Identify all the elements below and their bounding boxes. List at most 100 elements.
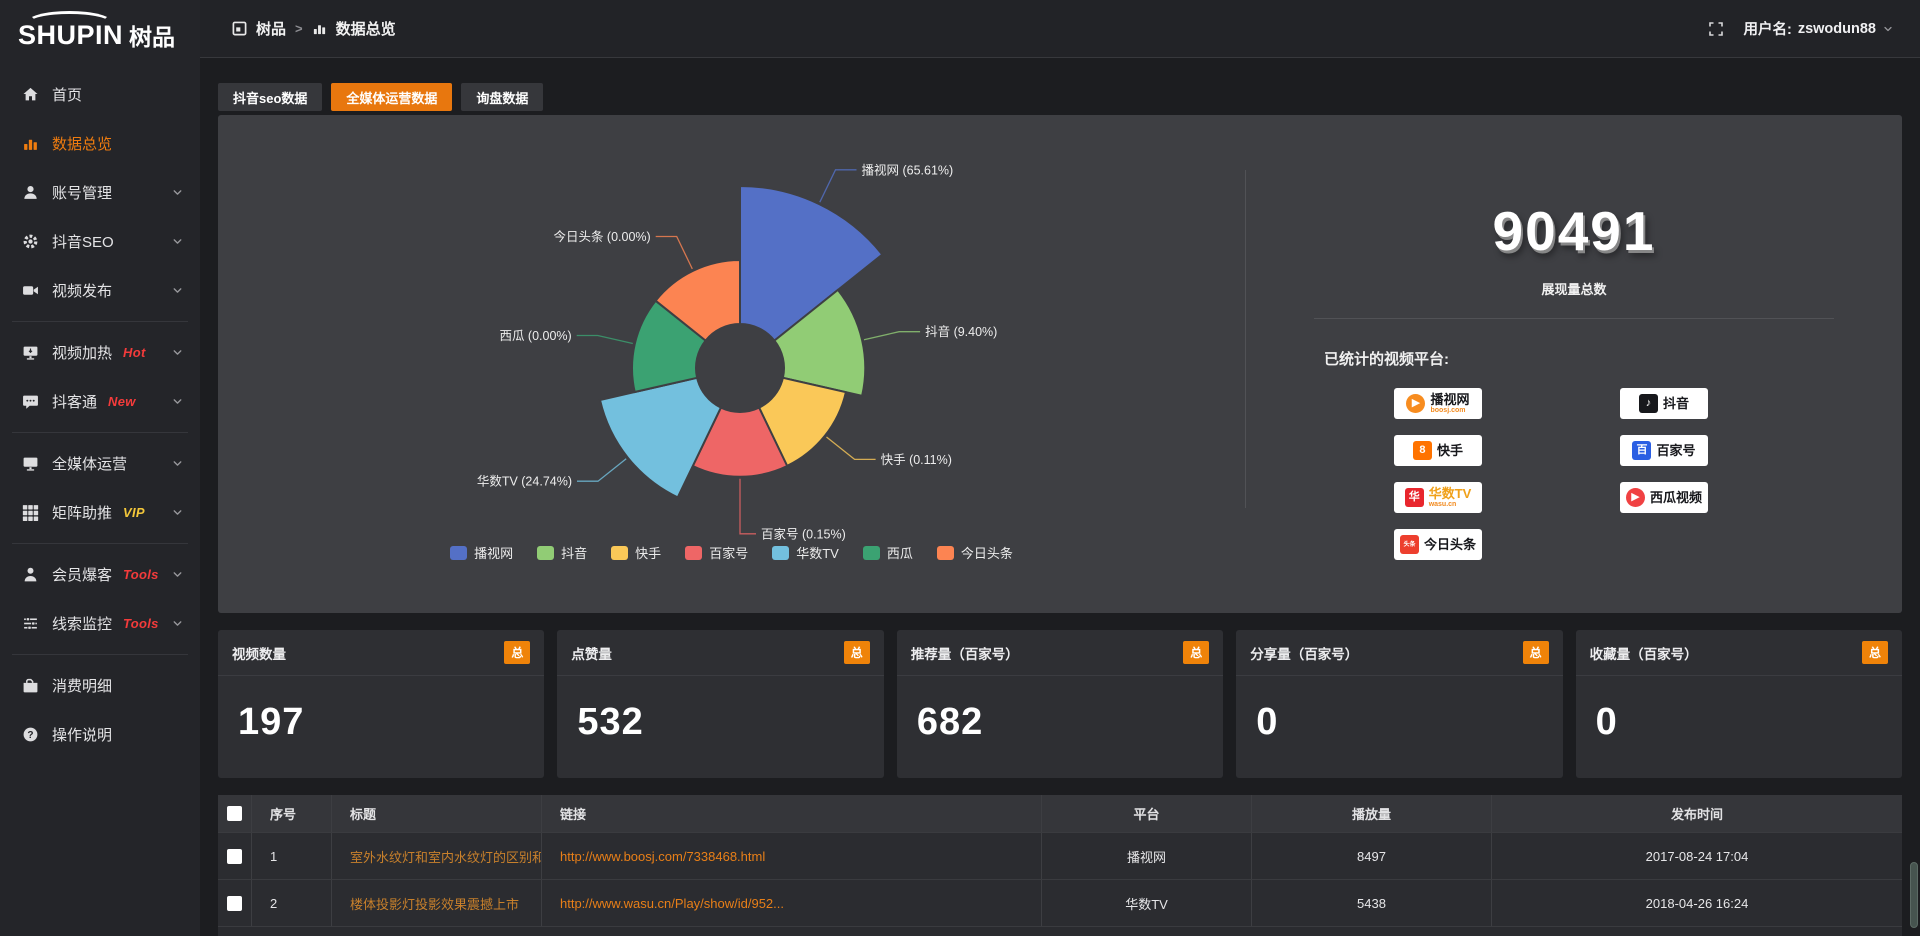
pie-label-line-3 <box>739 478 756 535</box>
sidebar-item-label: 视频加热 <box>52 345 113 362</box>
video-url-link[interactable]: http://www.wasu.cn/Play/show/id/952... <box>560 895 784 911</box>
legend-item-4[interactable]: 华数TV <box>772 543 839 562</box>
stat-card-value: 197 <box>238 701 305 743</box>
legend-swatch <box>450 545 468 560</box>
breadcrumb-item-current: 数据总览 <box>335 21 396 38</box>
chevron-down-icon <box>171 506 184 519</box>
legend-item-6[interactable]: 今日头条 <box>936 543 1013 562</box>
stat-cards-row: 视频数量总 197 点赞量总 532 推荐量（百家号）总 682 分享量（百家号）总 0 收藏量… <box>218 630 1903 778</box>
main-content: 抖音seo数据 全媒体运营数据 询盘数据 播视网 (65.61%) 抖音 (9.40%… <box>200 58 1920 936</box>
video-icon <box>22 282 39 299</box>
video-url-link[interactable]: http://www.boosj.com/7338468.html <box>560 848 766 864</box>
sidebar-divider <box>12 654 188 655</box>
stat-card-1: 点赞量 总 532 <box>557 630 884 778</box>
table-body: 1 室外水纹灯和室内水纹灯的区别和简介 http://www.boosj.com/7… <box>218 833 1902 927</box>
stat-card-title: 视频数量 <box>232 646 286 662</box>
sidebar-item-video-publish[interactable]: 视频发布 <box>0 266 200 315</box>
sidebar-item-omni-media[interactable]: 全媒体运营 <box>0 439 200 488</box>
platform-logo-4: 华华数TV wasu.cn <box>1394 482 1482 513</box>
sidebar-item-member-burst[interactable]: 会员爆客 Tools <box>0 550 200 599</box>
stat-card-title: 分享量（百家号） <box>1250 646 1359 662</box>
sidebar-item-douyin-seo[interactable]: 抖音SEO <box>0 217 200 266</box>
legend-item-1[interactable]: 抖音 <box>537 543 587 562</box>
sidebar: SHUPIN 树品 首页 数据总览账号管理抖音SEO 视频发布视频加热 Hot 抖客通 N… <box>0 0 200 936</box>
sidebar-item-home[interactable]: 首页 <box>0 70 200 119</box>
platform-name: 西瓜视频 <box>1649 489 1702 505</box>
sidebar-item-badge: Tools <box>123 567 159 582</box>
chart-panel: 播视网 (65.61%) 抖音 (9.40%) 快手 (0.11%) 百家号 (0.1… <box>218 115 1902 613</box>
header-cell-plays: 播放量 <box>1252 795 1492 832</box>
breadcrumb-item-root[interactable]: 树品 <box>256 21 287 38</box>
sidebar-item-douke-tong[interactable]: 抖客通 New <box>0 377 200 426</box>
tab-omni-media-data[interactable]: 全媒体运营数据 <box>331 83 453 111</box>
tab-douyin-seo-data[interactable]: 抖音seo数据 <box>218 83 323 111</box>
row-checkbox[interactable] <box>227 895 242 911</box>
fullscreen-icon[interactable] <box>1708 21 1724 37</box>
username: zswodun88 <box>1797 20 1876 37</box>
legend-item-0[interactable]: 播视网 <box>450 543 513 562</box>
pie-slice-0[interactable] <box>739 184 884 343</box>
stat-card-title: 推荐量（百家号） <box>910 646 1019 662</box>
row-checkbox[interactable] <box>227 848 242 864</box>
sidebar-divider <box>12 432 188 433</box>
sidebar-item-label: 账号管理 <box>52 185 113 202</box>
sidebar-item-lead-monitor[interactable]: 线索监控 Tools <box>0 599 200 648</box>
select-all-checkbox[interactable] <box>227 806 242 821</box>
page-scrollbar-thumb[interactable] <box>1910 862 1918 928</box>
pie-slice-4[interactable] <box>598 376 723 499</box>
tab-inquiry-data[interactable]: 询盘数据 <box>461 83 544 111</box>
pie-label-line-1 <box>863 331 921 341</box>
platform-icon: 头条 <box>1399 535 1419 554</box>
table-row-1: 2 楼体投影灯投影效果震撼上市 http://www.wasu.cn/Play/sh… <box>218 880 1902 927</box>
pie-slice-1[interactable] <box>772 288 867 398</box>
video-title-link[interactable]: 室外水纹灯和室内水纹灯的区别和简介 <box>350 849 541 865</box>
legend-item-3[interactable]: 百家号 <box>685 543 748 562</box>
chevron-down-icon <box>171 284 184 297</box>
app-logo[interactable]: SHUPIN 树品 <box>0 0 200 57</box>
sidebar-divider <box>12 321 188 322</box>
sidebar-item-video-heat[interactable]: 视频加热 Hot <box>0 328 200 377</box>
pie-slice-6[interactable] <box>654 258 741 343</box>
platform-name: 播视网 <box>1430 391 1470 407</box>
gear-icon <box>22 233 39 250</box>
sidebar-item-expense-detail[interactable]: 消费明细 <box>0 661 200 710</box>
sidebar-item-badge: VIP <box>123 505 145 520</box>
platform-icon: 8 <box>1412 441 1432 460</box>
sidebar-menu: 首页 数据总览账号管理抖音SEO 视频发布视频加热 Hot 抖客通 New 全媒体运营 矩阵助… <box>0 57 200 759</box>
video-title-link[interactable]: 楼体投影灯投影效果震撼上市 <box>350 896 520 912</box>
legend-label: 西瓜 <box>886 546 913 561</box>
sidebar-item-account-manage[interactable]: 账号管理 <box>0 168 200 217</box>
logo-text-cn: 树品 <box>129 24 176 50</box>
pie-label-6: 今日头条 (0.00%) <box>553 229 650 244</box>
platform-icon: ▶ <box>1625 488 1645 507</box>
table-row-0: 1 室外水纹灯和室内水纹灯的区别和简介 http://www.boosj.com/7… <box>218 833 1902 880</box>
data-tabs: 抖音seo数据 全媒体运营数据 询盘数据 <box>218 83 544 111</box>
summary-section: 90491 展现量总数 已统计的视频平台: ▶ 播视网 boosj.com ♪ 抖音 8 快… <box>1246 115 1902 613</box>
pie-label-0: 播视网 (65.61%) <box>862 162 954 177</box>
grid-icon <box>22 504 39 521</box>
pie-label-2: 快手 (0.11%) <box>881 453 952 467</box>
legend-item-5[interactable]: 西瓜 <box>862 543 913 562</box>
cell-published: 2018-04-26 16:24 <box>1645 895 1749 911</box>
sidebar-item-instructions[interactable]: ? 操作说明 <box>0 710 200 759</box>
chart-legend: 播视网 抖音 快手 百家号 华数TV 西瓜 今日头条 <box>218 543 1245 562</box>
legend-label: 华数TV <box>796 546 839 561</box>
member-icon <box>22 566 39 583</box>
breadcrumb: 树品 > 数据总览 <box>232 18 396 39</box>
sidebar-item-data-overview[interactable]: 数据总览 <box>0 119 200 168</box>
app-mark-icon <box>232 21 247 36</box>
legend-item-2[interactable]: 快手 <box>611 543 661 562</box>
chart-icon <box>312 21 327 36</box>
stat-card-value: 0 <box>1595 701 1618 743</box>
total-badge: 总 <box>504 641 531 664</box>
sidebar-item-badge: New <box>108 394 136 409</box>
platform-logo-1: ♪ 抖音 <box>1620 388 1708 419</box>
pie-label-4: 华数TV (24.74%) <box>477 474 572 489</box>
cell-platform: 华数TV <box>1042 880 1252 926</box>
pie-label-1: 抖音 (9.40%) <box>925 324 997 339</box>
chevron-down-icon <box>171 617 184 630</box>
user-dropdown[interactable]: 用户名: zswodun88 <box>1744 18 1895 39</box>
sidebar-item-badge: Hot <box>123 345 146 360</box>
sidebar-item-matrix-boost[interactable]: 矩阵助推 VIP <box>0 488 200 537</box>
